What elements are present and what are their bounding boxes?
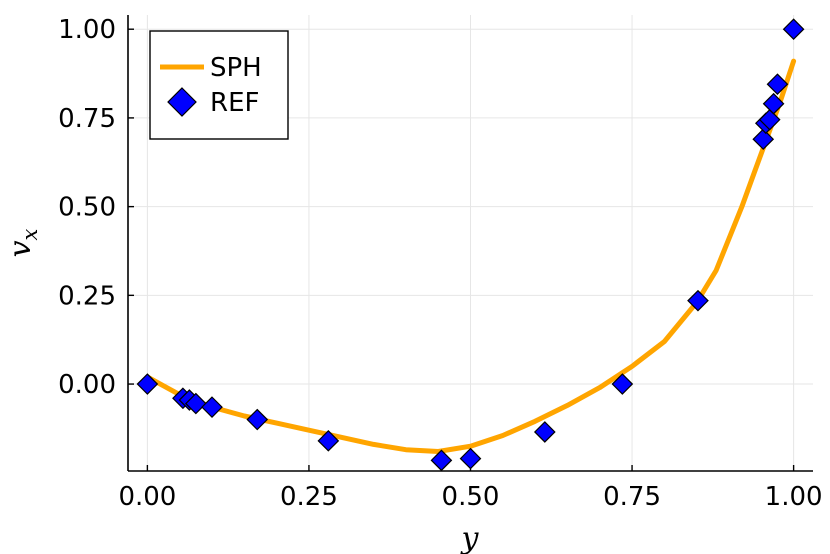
x-tick-label: 0.25: [280, 482, 338, 512]
y-tick-label: 0.25: [58, 281, 116, 311]
ref-point: [459, 447, 482, 470]
ref-point: [246, 408, 269, 431]
legend-box: [149, 30, 289, 140]
y-tick-label: 0.50: [58, 193, 116, 223]
ref-point: [533, 421, 556, 443]
y-tick-label: 1.00: [58, 15, 116, 45]
grid-lines: [128, 15, 813, 471]
x-tick-label: 0.00: [118, 482, 176, 512]
y-axis-title-group: vx: [3, 228, 42, 257]
y-axis-title: v: [3, 240, 38, 257]
ref-point: [766, 73, 789, 96]
y-axis-title-subscript: x: [18, 228, 42, 240]
ref-point: [430, 449, 453, 472]
series-sph: [144, 58, 797, 454]
legend-ref-label: REF: [210, 88, 259, 118]
y-ticks: 0.00 0.25 0.50 0.75 1.00: [58, 15, 134, 400]
x-tick-label: 0.75: [603, 482, 661, 512]
svg-text:vx: vx: [3, 228, 42, 257]
ref-point: [611, 373, 634, 395]
sph-line: [144, 58, 797, 454]
y-tick-label: 0.00: [58, 370, 116, 400]
ref-point: [185, 392, 207, 415]
ref-point: [762, 92, 785, 115]
legend-sph-label: SPH: [210, 53, 262, 83]
y-tick-label: 0.75: [58, 104, 116, 134]
ref-point: [752, 128, 775, 151]
legend-ref-marker: [167, 87, 197, 117]
ref-point: [136, 373, 159, 395]
ref-point: [201, 396, 223, 418]
ref-point: [687, 289, 709, 312]
ref-point: [317, 429, 340, 452]
ref-point: [782, 18, 805, 41]
x-ticks: 0.00 0.25 0.50 0.75 1.00: [118, 465, 823, 512]
x-tick-label: 0.50: [442, 482, 500, 512]
ref-point: [758, 108, 781, 131]
x-tick-label: 1.00: [765, 482, 823, 512]
x-axis-title: y: [460, 521, 480, 554]
legend: SPH REF: [149, 30, 289, 140]
series-ref: [136, 18, 805, 472]
